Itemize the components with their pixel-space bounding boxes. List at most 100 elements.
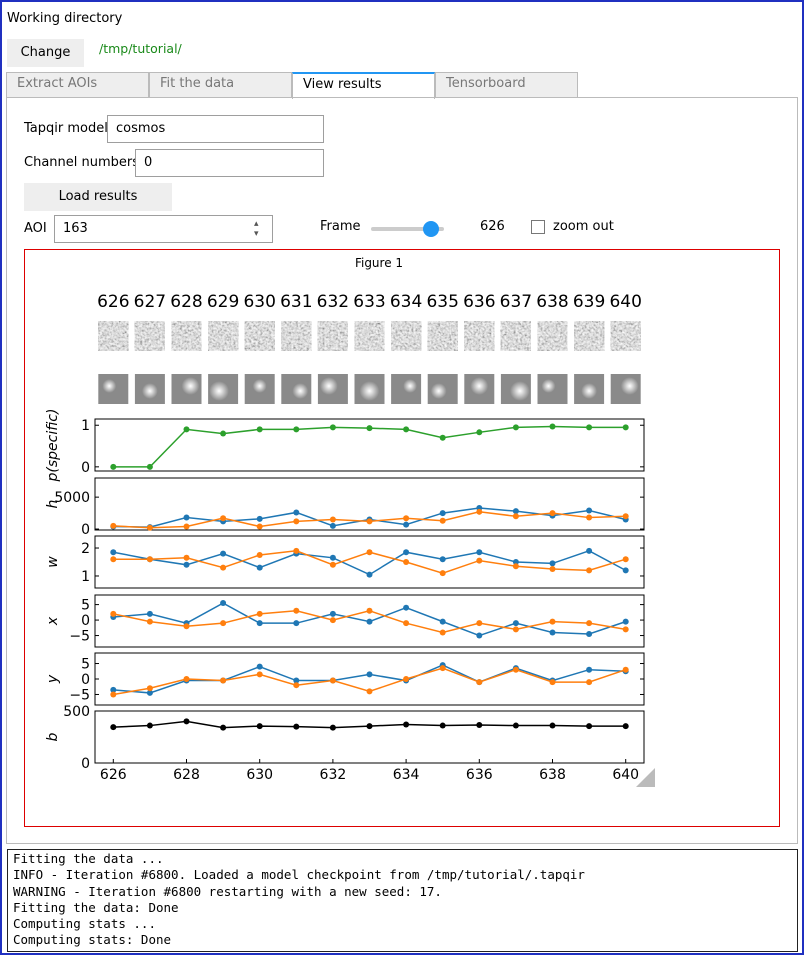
frame-number: 632	[317, 292, 349, 312]
model-spot	[252, 379, 267, 393]
figure: Figure 1 626 627 628 629 630 631 632 633 634 635 6…	[45, 256, 655, 787]
data-point	[256, 564, 263, 571]
data-point	[439, 510, 446, 517]
data-point	[293, 607, 300, 614]
data-point	[110, 463, 117, 470]
model-spot	[292, 383, 309, 399]
data-point	[549, 560, 556, 567]
x-tick-label: 634	[393, 767, 420, 783]
model-spot	[541, 379, 556, 393]
axes-frame	[94, 418, 645, 472]
change-button[interactable]: Change	[7, 39, 84, 67]
data-point	[293, 518, 300, 525]
data-point	[586, 666, 593, 673]
aoi-image	[354, 321, 385, 351]
data-point	[622, 513, 629, 520]
data-point	[549, 629, 556, 636]
data-point	[476, 549, 483, 556]
slider-thumb[interactable]	[423, 221, 439, 237]
data-point	[293, 509, 300, 516]
model-spot	[470, 377, 489, 395]
data-point	[293, 620, 300, 627]
data-point	[403, 549, 410, 556]
data-point	[476, 508, 483, 515]
data-point	[146, 610, 153, 617]
x-tick-label: 626	[100, 767, 127, 783]
data-point	[183, 718, 190, 725]
frame-number: 635	[426, 292, 458, 312]
data-point	[403, 604, 410, 611]
data-point	[622, 723, 629, 730]
tab[interactable]: Tensorboard	[435, 72, 578, 98]
x-tick-label: 628	[173, 767, 200, 783]
frame-number: 633	[353, 292, 385, 312]
channel-input[interactable]: 0	[135, 149, 324, 177]
data-point	[439, 629, 446, 636]
data-point	[329, 516, 336, 523]
data-point	[329, 522, 336, 529]
data-point	[512, 626, 519, 633]
data-point	[256, 523, 263, 530]
resize-handle[interactable]	[636, 768, 655, 787]
data-point	[586, 620, 593, 627]
model-spot	[581, 383, 598, 399]
data-point	[476, 620, 483, 627]
tab[interactable]: Fit the data	[149, 72, 292, 98]
data-point	[512, 620, 519, 627]
data-point	[256, 426, 263, 433]
y-axis-label: p(specific)	[45, 409, 61, 483]
aoi-label: AOI	[24, 221, 47, 236]
zoom-checkbox[interactable]	[531, 220, 545, 234]
spin-arrows[interactable]: ▴ ▾	[254, 219, 259, 239]
directory-path: /tmp/tutorial/	[99, 41, 182, 56]
model-label: Tapqir model	[24, 121, 108, 136]
data-point	[293, 682, 300, 689]
data-point	[220, 620, 227, 627]
log-line: Fitting the data ...	[13, 851, 164, 866]
frame-number: 626	[97, 292, 129, 312]
data-point	[329, 561, 336, 568]
log-line: Computing stats ...	[13, 916, 156, 932]
data-point	[220, 724, 227, 731]
data-point	[329, 424, 336, 431]
frame-number: 631	[280, 292, 312, 312]
model-input[interactable]: cosmos	[107, 115, 324, 143]
data-point	[183, 561, 190, 568]
data-point	[366, 549, 373, 556]
data-point	[329, 617, 336, 624]
data-point	[220, 430, 227, 437]
aoi-image	[208, 321, 239, 351]
x-tick-label: 640	[612, 767, 639, 783]
data-point	[549, 510, 556, 517]
y-tick-label: 0	[81, 522, 90, 538]
axes-frame	[94, 652, 645, 706]
data-point	[220, 677, 227, 684]
data-point	[403, 676, 410, 682]
data-point	[329, 554, 336, 561]
tab-active[interactable]: View results	[292, 72, 435, 99]
data-point	[549, 565, 556, 572]
data-point	[293, 426, 300, 433]
data-point	[146, 689, 153, 696]
y-tick-label: 5	[81, 657, 90, 673]
frame-number: 637	[500, 292, 532, 312]
slider-track[interactable]	[371, 227, 444, 231]
data-point	[476, 679, 483, 686]
tab[interactable]: Extract AOIs	[6, 72, 149, 98]
frame-number: 639	[573, 292, 605, 312]
frame-label: Frame	[320, 219, 361, 234]
data-point	[549, 722, 556, 729]
aoi-input[interactable]: 163	[54, 215, 273, 243]
data-point	[586, 679, 593, 686]
frame-value: 626	[480, 219, 505, 234]
tab-panel	[6, 97, 798, 844]
data-point	[366, 571, 373, 578]
aoi-image	[281, 321, 312, 351]
y-tick-label: 5000	[54, 490, 90, 506]
data-point	[439, 556, 446, 563]
data-point	[293, 547, 300, 554]
load-button[interactable]: Load results	[24, 183, 172, 211]
frame-number: 627	[134, 292, 166, 312]
